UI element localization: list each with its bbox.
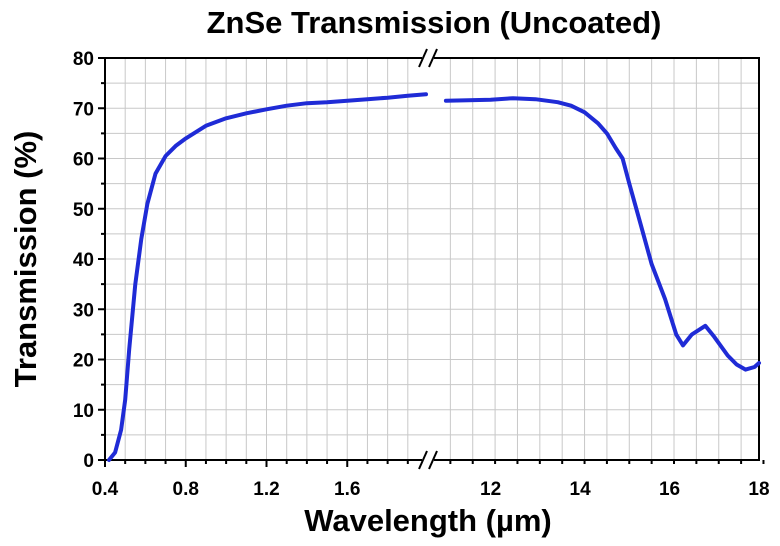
y-tick-label: 40 <box>73 250 94 271</box>
x-axis-title: Wavelength (µm) <box>304 503 552 538</box>
y-tick-label: 70 <box>73 99 94 120</box>
break-slash <box>418 450 428 470</box>
y-axis-title: Transmission (%) <box>8 131 43 388</box>
axis-ticks <box>98 57 765 467</box>
y-tick-label: 0 <box>83 451 94 472</box>
break-slash <box>428 48 438 68</box>
y-tick-label: 80 <box>73 49 94 70</box>
grid-lines <box>105 58 759 460</box>
x-tick-label: 18 <box>748 479 769 500</box>
break-gap <box>422 54 434 62</box>
y-tick-label: 50 <box>73 200 94 221</box>
y-tick-label: 20 <box>73 351 94 372</box>
x-tick-label: 12 <box>480 479 501 500</box>
x-tick-label: 0.4 <box>92 479 119 500</box>
y-tick-label: 60 <box>73 150 94 171</box>
x-tick-label: 0.8 <box>173 479 199 500</box>
axis-break-marks <box>418 48 438 470</box>
x-tick-label: 1.6 <box>334 479 360 500</box>
y-tick-labels: 0 10 20 30 40 50 60 70 80 <box>73 49 94 472</box>
break-slash <box>428 450 438 470</box>
y-tick-label: 30 <box>73 300 94 321</box>
series-lines <box>107 92 761 462</box>
series-line <box>443 96 761 372</box>
y-tick-label: 10 <box>73 401 94 422</box>
x-tick-label: 14 <box>570 479 592 500</box>
x-tick-label: 16 <box>659 479 680 500</box>
x-tick-label: 1.2 <box>253 479 279 500</box>
break-slash <box>418 48 428 68</box>
x-tick-labels: 0.4 0.8 1.2 1.6 12 14 16 18 <box>92 479 770 500</box>
chart-title: ZnSe Transmission (Uncoated) <box>207 5 662 40</box>
series-line <box>107 92 428 462</box>
break-gap <box>422 456 434 464</box>
